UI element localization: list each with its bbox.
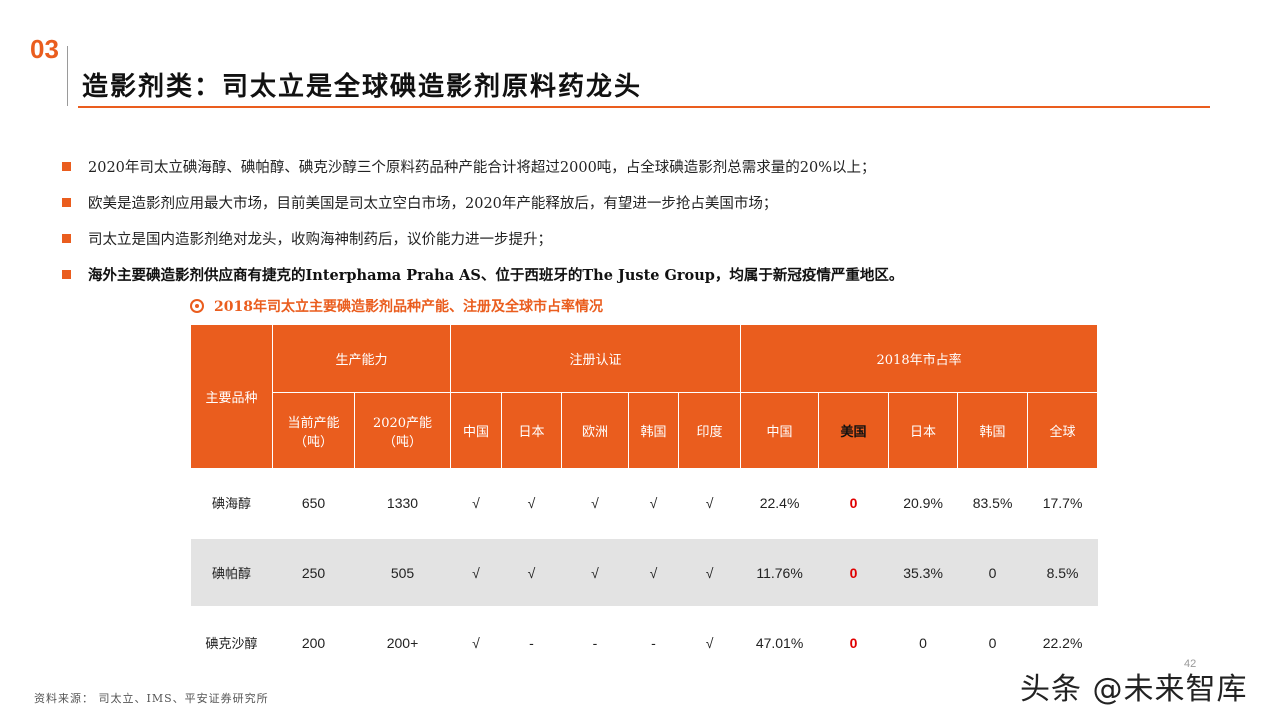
- share-cell: 0: [957, 539, 1028, 606]
- reg-cell: -: [592, 634, 598, 651]
- share-cell: 11.76%: [740, 539, 819, 606]
- reg-cell: √: [450, 539, 502, 606]
- data-table: 主要品种 生产能力 注册认证 2018年市占率 当前产能 （吨） 2020产能 …: [190, 324, 1099, 676]
- source-note: 资料来源： 司太立、IMS、平安证券研究所: [34, 692, 269, 705]
- reg-cell: √: [472, 634, 480, 651]
- header-reg-europe: 欧洲: [561, 392, 630, 469]
- bullet-square-icon: [62, 161, 71, 171]
- page-title: 造影剂类：司太立是全球碘造影剂原料药龙头: [82, 72, 643, 102]
- header-share-japan: 日本: [888, 392, 959, 469]
- title-underline: [78, 106, 1210, 108]
- bullet-square-icon: [62, 197, 71, 207]
- header-registration-group: 注册认证: [450, 324, 742, 393]
- header-reg-india: 印度: [678, 392, 742, 469]
- product-name: 碘帕醇: [190, 539, 273, 606]
- spacer-cell: [190, 606, 1098, 609]
- page-number: 42: [1184, 658, 1197, 670]
- header-reg-korea: 韩国: [628, 392, 680, 469]
- bullet-text: 欧美是造影剂应用最大市场，目前美国是司太立空白市场，2020年产能释放后，有望进…: [88, 195, 778, 212]
- header-share-usa: 美国: [818, 392, 890, 469]
- share-cell: 8.5%: [1027, 539, 1098, 606]
- cap-now-cell: 650: [301, 494, 326, 511]
- reg-cell: √: [705, 494, 714, 511]
- title-divider-vertical: [67, 46, 68, 106]
- reg-cell: √: [649, 494, 658, 511]
- header-share-china: 中国: [740, 392, 820, 469]
- section-number: 03: [30, 34, 59, 64]
- reg-cell: √: [591, 494, 599, 511]
- bullet-item: 司太立是国内造影剂绝对龙头，收购海神制药后，议价能力进一步提升；: [62, 220, 1242, 256]
- share-cell: 0: [919, 634, 927, 651]
- target-circle-icon: [190, 299, 204, 313]
- header-cap-now: 当前产能 （吨）: [272, 392, 355, 469]
- header-capacity-group: 生产能力: [271, 324, 452, 393]
- reg-cell: √: [678, 539, 741, 606]
- bullet-item: 欧美是造影剂应用最大市场，目前美国是司太立空白市场，2020年产能释放后，有望进…: [62, 184, 1242, 220]
- share-cell-usa: 0: [818, 539, 889, 606]
- bullet-square-icon: [62, 269, 71, 279]
- cap-2020-cell: 1330: [386, 494, 419, 511]
- share-cell: 17.7%: [1042, 494, 1083, 511]
- watermark: 头条 @未来智库: [1020, 672, 1248, 707]
- row-spacer: [190, 536, 1098, 539]
- share-cell: 22.2%: [1042, 634, 1083, 651]
- share-cell-usa: 0: [849, 634, 858, 651]
- header-reg-china: 中国: [450, 392, 503, 469]
- table-row: 碘克沙醇 200 200+ √ - - - √ 47.01% 0 0 0 22.…: [191, 609, 1098, 676]
- bullet-square-icon: [62, 233, 71, 243]
- table-title: 2018年司太立主要碘造影剂品种产能、注册及全球市占率情况: [190, 296, 603, 316]
- cap-now-cell: 250: [272, 539, 355, 606]
- cap-2020-cell: 200+: [386, 634, 419, 651]
- product-name: 碘海醇: [211, 497, 251, 512]
- share-cell: 20.9%: [903, 494, 943, 511]
- cap-now-cell: 200: [301, 634, 326, 651]
- share-cell: 83.5%: [972, 494, 1013, 511]
- header-product: 主要品种: [190, 324, 273, 469]
- row-spacer: [190, 606, 1098, 609]
- bullet-list: 2020年司太立碘海醇、碘帕醇、碘克沙醇三个原料药品种产能合计将超过2000吨，…: [62, 148, 1242, 292]
- share-cell-usa: 0: [849, 494, 858, 511]
- header-share-korea: 韩国: [957, 392, 1029, 469]
- spacer-cell: [190, 536, 1098, 539]
- bullet-item: 2020年司太立碘海醇、碘帕醇、碘克沙醇三个原料药品种产能合计将超过2000吨，…: [62, 148, 1242, 184]
- bullet-text: 海外主要碘造影剂供应商有捷克的Interphama Praha AS、位于西班牙…: [88, 266, 904, 284]
- header-share-group: 2018年市占率: [740, 324, 1099, 393]
- table-title-text: 2018年司太立主要碘造影剂品种产能、注册及全球市占率情况: [214, 299, 603, 315]
- reg-cell: √: [501, 539, 562, 606]
- share-cell: 35.3%: [888, 539, 958, 606]
- reg-cell: -: [529, 634, 534, 651]
- header-cap-2020: 2020产能 （吨）: [353, 392, 452, 469]
- bullet-item-highlight: 海外主要碘造影剂供应商有捷克的Interphama Praha AS、位于西班牙…: [62, 256, 1242, 292]
- table-row: 碘帕醇 250 505 √ √ √ √ √ 11.76% 0 35.3% 0 8…: [190, 539, 1098, 606]
- share-cell: 22.4%: [759, 494, 800, 511]
- reg-cell: √: [705, 634, 714, 651]
- share-cell: 0: [988, 634, 997, 651]
- header-reg-japan: 日本: [501, 392, 563, 469]
- share-cell: 47.01%: [755, 634, 804, 651]
- table-row: 碘海醇 650 1330 √ √ √ √ √ 22.4% 0 20.9% 83.…: [191, 469, 1098, 537]
- reg-cell: √: [628, 539, 679, 606]
- header-share-global: 全球: [1027, 392, 1099, 469]
- reg-cell: √: [472, 494, 480, 511]
- reg-cell: √: [527, 494, 536, 511]
- bullet-text: 司太立是国内造影剂绝对龙头，收购海神制药后，议价能力进一步提升；: [88, 231, 552, 248]
- product-name: 碘克沙醇: [205, 637, 258, 652]
- bullet-text: 2020年司太立碘海醇、碘帕醇、碘克沙醇三个原料药品种产能合计将超过2000吨，…: [88, 159, 876, 176]
- reg-cell: √: [561, 539, 629, 606]
- reg-cell: -: [651, 634, 656, 651]
- cap-2020-cell: 505: [354, 539, 451, 606]
